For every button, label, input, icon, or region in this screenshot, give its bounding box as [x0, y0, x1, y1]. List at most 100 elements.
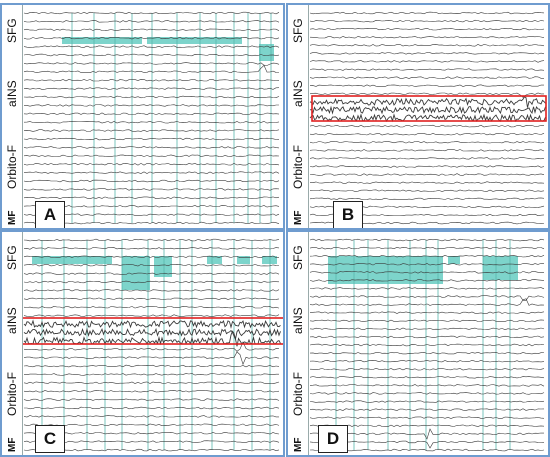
panel-c-trace-4 [23, 272, 280, 275]
panel-d-region-column [288, 232, 309, 455]
panel-c-trace-22 [23, 423, 280, 427]
panel-d-trace-3 [309, 263, 545, 266]
panel-c-traces [7, 238, 283, 452]
panel-b-trace-0 [309, 11, 545, 15]
panel-a-trace-12 [23, 112, 280, 116]
panel-d-trace-14 [309, 351, 545, 355]
panel-d-trace-11 [309, 327, 545, 331]
panel-a-label-sfg: SFG [5, 18, 19, 43]
panel-b-trace-13 [309, 113, 546, 123]
panel-a-trace-7 [23, 64, 280, 74]
panel-a: SFG aINS Orbito-F MF A [0, 3, 285, 230]
panel-b-label-mf: MF [293, 210, 304, 225]
panel-b: SFG aINS Orbito-F MF B [286, 3, 550, 230]
panel-c-teal-marker-5 [262, 256, 277, 264]
panel-d-trace-20 [309, 400, 545, 403]
panel-b-highlight-box [311, 95, 547, 122]
panel-a-trace-5 [23, 53, 280, 57]
panel-b-label-orbitof: Orbito-F [291, 144, 305, 189]
panel-d-trace-24 [309, 428, 545, 440]
panel-c-teal-marker-3 [207, 256, 222, 264]
panel-c-trace-9 [23, 314, 280, 317]
panel-b-trace-22 [309, 189, 545, 192]
panel-a-trace-22 [23, 196, 280, 200]
panel-a-teal-marker-1 [147, 37, 242, 44]
panel-d-trace-4 [309, 271, 545, 274]
panel-d-trace-21 [309, 408, 545, 411]
panel-a-traces [23, 11, 280, 225]
panel-b-trace-5 [309, 52, 545, 55]
panel-d: SFG aINS Orbito-F MF D [286, 230, 550, 457]
panel-b-trace-3 [309, 35, 545, 39]
panel-a-teal-marker-0 [62, 37, 142, 44]
panel-a-region-column [2, 5, 23, 228]
panel-a-trace-21 [23, 188, 280, 191]
panel-a-trace-4 [23, 45, 280, 48]
panel-b-trace-12 [309, 105, 546, 115]
panel-a-trace-0 [23, 11, 280, 15]
panel-b-trace-10 [309, 92, 544, 98]
panel-d-trace-13 [309, 343, 545, 347]
panel-c-trace-23 [23, 431, 280, 435]
panel-c-trace-8 [23, 305, 280, 309]
panel-b-letter: B [333, 201, 363, 228]
panel-c-trace-14 [23, 351, 280, 366]
panel-c-trace-0 [23, 238, 280, 242]
panel-b-trace-23 [309, 197, 545, 201]
panel-d-trace-23 [309, 424, 545, 427]
panel-d-teal-marker-1 [448, 256, 460, 264]
panel-b-trace-11 [309, 96, 546, 108]
panel-a-trace-16 [23, 146, 280, 149]
panel-a-trace-15 [23, 137, 280, 141]
panel-d-label-mf: MF [293, 437, 304, 452]
panel-b-label-sfg: SFG [291, 18, 305, 43]
panel-d-trace-7 [309, 295, 545, 301]
panel-c-trace-13 [23, 341, 280, 352]
panel-d-trace-25 [309, 440, 545, 449]
panel-b-trace-15 [309, 132, 545, 136]
panel-c-label-ains: aINS [5, 307, 19, 334]
panel-a-trace-17 [23, 154, 280, 158]
panel-d-trace-16 [309, 367, 545, 371]
panel-c-trace-15 [23, 364, 280, 368]
panel-c-trace-24 [23, 440, 280, 443]
panel-a-trace-13 [23, 120, 280, 124]
panel-b-trace-1 [309, 19, 545, 23]
panel-d-trace-18 [309, 384, 545, 387]
panel-a-trace-10 [23, 95, 280, 99]
panel-c-trace-5 [23, 280, 280, 284]
panel-c-trace-3 [23, 263, 280, 267]
panel-c-trace-19 [23, 398, 280, 401]
panel-b-trace-7 [309, 68, 545, 71]
panel-d-trace-8 [309, 298, 545, 306]
panel-d-trace-22 [309, 416, 545, 419]
panel-b-traces [309, 11, 547, 225]
panel-a-trace-2 [23, 28, 280, 32]
panel-d-trace-12 [309, 335, 545, 339]
panel-a-trace-8 [23, 78, 280, 82]
panel-d-trace-0 [309, 238, 545, 242]
panel-b-trace-9 [309, 84, 545, 87]
panel-a-label-orbitof: Orbito-F [5, 144, 19, 189]
panel-b-trace-20 [309, 173, 545, 176]
panel-d-trace-10 [309, 319, 545, 322]
panel-b-trace-8 [309, 76, 544, 79]
panel-c-trace-21 [23, 415, 279, 418]
panel-b-trace-19 [309, 165, 545, 168]
panel-c-trace-18 [23, 389, 280, 393]
panel-c-trace-6 [23, 289, 280, 292]
panel-c-trace-10 [23, 319, 281, 329]
panel-d-trace-5 [309, 279, 545, 282]
panel-c-label-sfg: SFG [5, 245, 19, 270]
panel-c-trace-25 [23, 448, 280, 452]
panel-d-teal-marker-2 [483, 256, 518, 280]
panel-c-trace-17 [23, 381, 280, 385]
panel-c-trace-11 [23, 327, 281, 341]
panel-b-region-column [288, 5, 309, 228]
panel-a-trace-1 [23, 20, 280, 23]
panel-a-trace-18 [23, 162, 280, 166]
panel-c-trace-16 [23, 373, 279, 376]
panel-a-trace-23 [23, 204, 280, 208]
panel-c-letter: C [35, 425, 65, 453]
